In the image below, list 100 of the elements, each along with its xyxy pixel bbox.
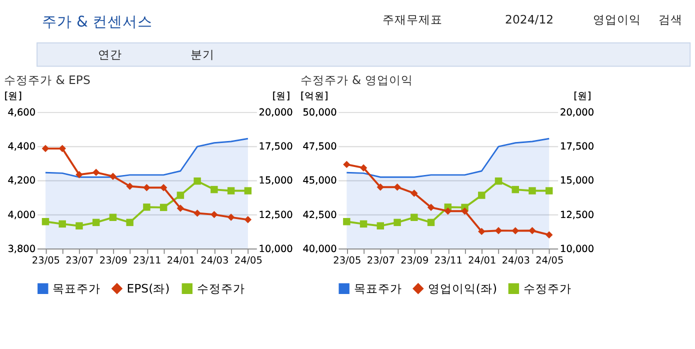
point [528,227,536,234]
x-tick-label: 23/09 [400,256,429,267]
point [227,187,235,194]
point [76,171,83,178]
point [546,231,553,238]
point [244,216,252,224]
y-tick-label: 4,200 [8,176,36,187]
x-tick-label: 24/05 [234,256,262,267]
y2-tick-label: 12,500 [560,210,594,221]
point [194,177,201,185]
point [528,187,536,194]
legend-label: 목표주가 [52,281,101,296]
y2-tick-label: 20,000 [560,107,594,118]
x-tick-label: 23/05 [333,256,362,267]
x-tick-label: 24/01 [166,256,195,267]
point [376,183,384,191]
point [427,218,435,226]
chart-title: 수정주가 & EPS [4,72,90,87]
y-tick-label: 45,000 [302,176,337,187]
y-axis-title: [원] [4,90,22,102]
x-tick-label: 23/07 [366,256,395,267]
point [176,204,184,212]
y2-axis-title: [원] [574,90,592,102]
point [109,214,117,221]
text: 분기 [190,47,215,62]
y-tick-label: 4,000 [8,210,36,221]
text: 영업이익 [593,12,642,26]
legend-label: EPS(좌) [126,281,170,296]
point [58,144,66,152]
y2-axis-title: [원] [272,90,290,102]
point [109,172,117,180]
legend-label: 수정주가 [523,281,572,296]
point [160,204,168,212]
x-tick-label: 23/07 [66,256,94,267]
point [42,218,50,226]
point [360,220,368,228]
y-tick-label: 3,800 [8,244,36,255]
x-tick-label: 23/05 [32,256,60,267]
point [461,207,468,215]
legend-label: 수정주가 [196,281,245,296]
point [176,192,184,199]
point [244,187,252,194]
point [92,218,100,226]
text: 2024/12 [505,12,554,26]
text: 연간 [98,47,122,62]
point [494,177,502,185]
legend-label: 목표주가 [354,281,402,296]
y2-tick-label: 17,500 [258,142,293,153]
y-tick-label: 4,400 [8,142,36,153]
x-tick-label: 24/03 [200,256,229,267]
x-tick-label: 24/01 [468,256,496,267]
point [343,160,350,168]
point [427,204,435,212]
point [512,227,519,234]
y2-tick-label: 15,000 [560,176,594,187]
point [512,186,519,194]
point [478,228,486,236]
text: 검색 [658,12,683,26]
point [194,210,201,217]
x-tick-label: 23/11 [434,256,462,267]
x-tick-label: 24/03 [502,256,530,267]
point [376,222,384,230]
x-tick-label: 24/05 [536,256,564,267]
point [92,168,100,176]
point [410,214,418,221]
y2-tick-label: 20,000 [258,107,293,118]
x-tick-label: 23/09 [99,256,128,267]
point [76,222,83,230]
point [126,218,134,226]
point [444,207,452,215]
y-tick-label: 42,500 [302,210,337,221]
text: 주가 & 컨센서스 [42,13,153,30]
y-tick-label: 50,000 [302,107,337,118]
point [143,204,150,211]
x-tick-label: 23/11 [133,256,162,267]
legend-label: 영업이익(좌) [428,281,498,296]
point [394,183,401,191]
point [343,218,350,226]
point [58,220,66,228]
point [160,184,168,192]
y2-tick-label: 17,500 [560,142,594,153]
y2-tick-label: 10,000 [560,244,594,255]
point [210,210,218,218]
y-tick-label: 4,600 [8,107,36,118]
point [394,218,401,226]
point [360,164,368,172]
text: 주재무제표 [382,12,442,26]
y2-tick-label: 12,500 [258,210,293,221]
chart-title: 수정주가 & 영업이익 [300,72,413,87]
y-axis-title: [억원] [300,90,328,102]
y-tick-label: 40,000 [302,244,337,255]
y-tick-label: 47,500 [302,142,337,153]
point [210,186,218,194]
point [42,144,50,152]
point [126,182,134,190]
point [494,227,502,234]
point [478,192,486,199]
y2-tick-label: 10,000 [258,244,293,255]
point [546,187,553,194]
point [227,214,235,221]
